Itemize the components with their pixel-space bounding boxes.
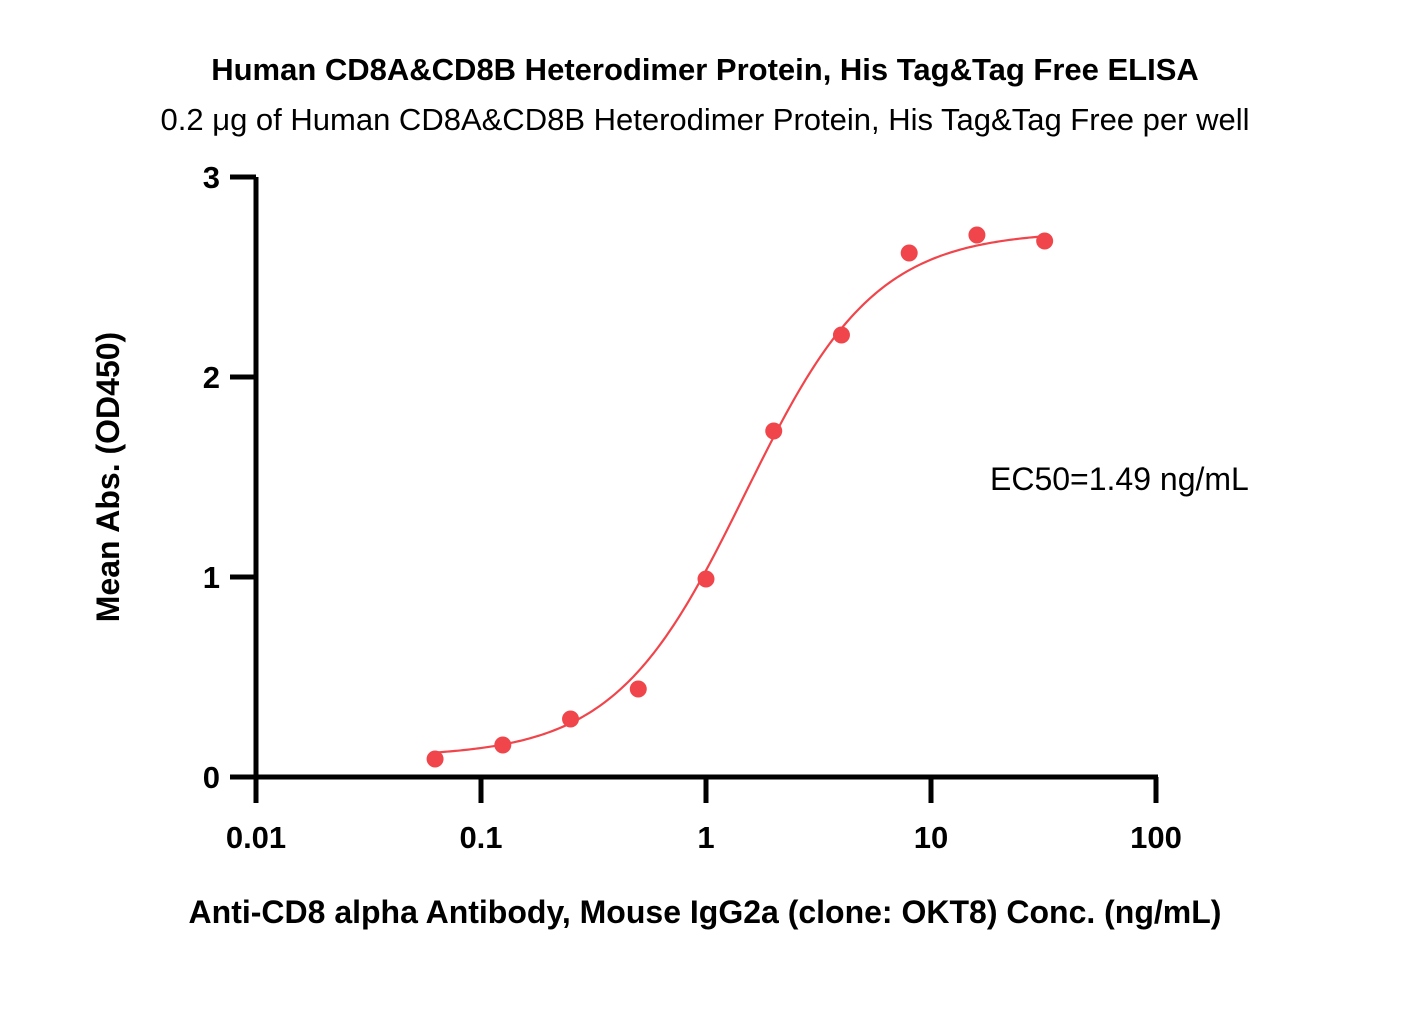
data-point: [765, 422, 783, 440]
data-points: [426, 226, 1054, 768]
data-point: [968, 226, 986, 244]
x-tick-label: 1: [697, 820, 714, 855]
data-point: [900, 244, 918, 262]
data-point: [697, 570, 715, 588]
y-tick-label: 0: [203, 760, 220, 795]
y-tick-label: 1: [203, 560, 220, 595]
y-axis-label: Mean Abs. (OD450): [90, 332, 126, 622]
axes: 0 1 2 3 0.01 0.1 1 10 100: [203, 160, 1182, 855]
fit-curve-layer: [434, 235, 1045, 754]
x-tick-label: 0.1: [459, 820, 502, 855]
data-point: [832, 326, 850, 344]
chart-subtitle: 0.2 μg of Human CD8A&CD8B Heterodimer Pr…: [161, 102, 1250, 137]
x-tick-label: 100: [1130, 820, 1182, 855]
chart-title: Human CD8A&CD8B Heterodimer Protein, His…: [211, 52, 1199, 87]
data-point: [426, 750, 444, 768]
x-tick-label: 10: [914, 820, 948, 855]
x-axis-label: Anti-CD8 alpha Antibody, Mouse IgG2a (cl…: [189, 894, 1222, 930]
fit-curve: [434, 235, 1045, 754]
x-tick-label: 0.01: [226, 820, 286, 855]
data-point: [494, 736, 512, 754]
data-point: [562, 710, 580, 728]
y-tick-label: 2: [203, 360, 220, 395]
ec50-annotation: EC50=1.49 ng/mL: [990, 461, 1249, 497]
data-point: [629, 680, 647, 698]
data-point: [1036, 232, 1054, 250]
y-tick-label: 3: [203, 160, 220, 195]
